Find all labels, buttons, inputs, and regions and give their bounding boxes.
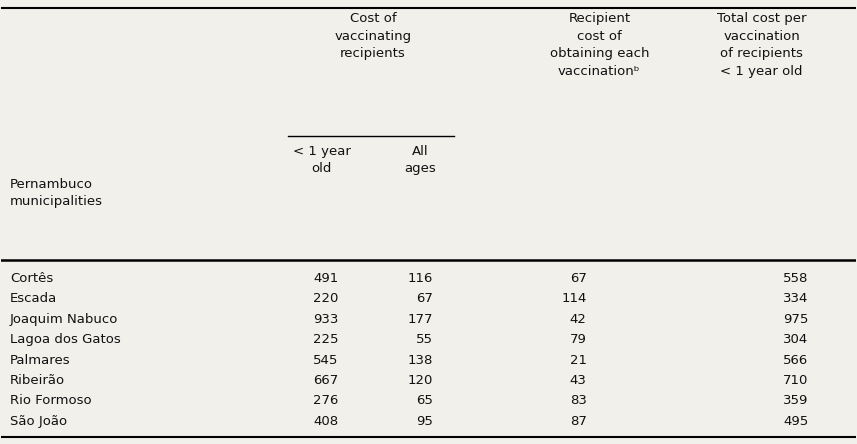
Text: 79: 79 — [570, 333, 586, 346]
Text: São João: São João — [10, 415, 67, 428]
Text: Rio Formoso: Rio Formoso — [10, 394, 92, 408]
Text: Total cost per
vaccination
of recipients
< 1 year old: Total cost per vaccination of recipients… — [717, 12, 806, 78]
Text: 276: 276 — [314, 394, 339, 408]
Text: 42: 42 — [570, 313, 586, 326]
Text: 710: 710 — [783, 374, 809, 387]
Text: 114: 114 — [561, 293, 586, 305]
Text: 87: 87 — [570, 415, 586, 428]
Text: 21: 21 — [570, 354, 586, 367]
Text: Pernambuco
municipalities: Pernambuco municipalities — [10, 178, 103, 208]
Text: 491: 491 — [314, 272, 339, 285]
Text: 558: 558 — [783, 272, 809, 285]
Text: 67: 67 — [416, 293, 433, 305]
Text: 566: 566 — [783, 354, 809, 367]
Text: 334: 334 — [783, 293, 809, 305]
Text: 933: 933 — [314, 313, 339, 326]
Text: Recipient
cost of
obtaining each
vaccinationᵇ: Recipient cost of obtaining each vaccina… — [549, 12, 649, 78]
Text: 304: 304 — [783, 333, 809, 346]
Text: 225: 225 — [314, 333, 339, 346]
Text: Lagoa dos Gatos: Lagoa dos Gatos — [10, 333, 121, 346]
Text: 83: 83 — [570, 394, 586, 408]
Text: Cost of
vaccinating
recipients: Cost of vaccinating recipients — [334, 12, 411, 60]
Text: 667: 667 — [314, 374, 339, 387]
Text: Escada: Escada — [10, 293, 57, 305]
Text: 545: 545 — [314, 354, 339, 367]
Text: 408: 408 — [314, 415, 339, 428]
Text: 120: 120 — [407, 374, 433, 387]
Text: 138: 138 — [407, 354, 433, 367]
Text: 65: 65 — [416, 394, 433, 408]
Text: Palmares: Palmares — [10, 354, 70, 367]
Text: 67: 67 — [570, 272, 586, 285]
Text: 55: 55 — [416, 333, 433, 346]
Text: 95: 95 — [416, 415, 433, 428]
Text: Ribeirão: Ribeirão — [10, 374, 65, 387]
Text: < 1 year
old: < 1 year old — [293, 145, 351, 175]
Text: 43: 43 — [570, 374, 586, 387]
Text: 495: 495 — [783, 415, 809, 428]
Text: 220: 220 — [314, 293, 339, 305]
Text: All
ages: All ages — [405, 145, 436, 175]
Text: Joaquim Nabuco: Joaquim Nabuco — [10, 313, 118, 326]
Text: 975: 975 — [783, 313, 809, 326]
Text: 116: 116 — [407, 272, 433, 285]
Text: 177: 177 — [407, 313, 433, 326]
Text: Cortês: Cortês — [10, 272, 53, 285]
Text: 359: 359 — [783, 394, 809, 408]
